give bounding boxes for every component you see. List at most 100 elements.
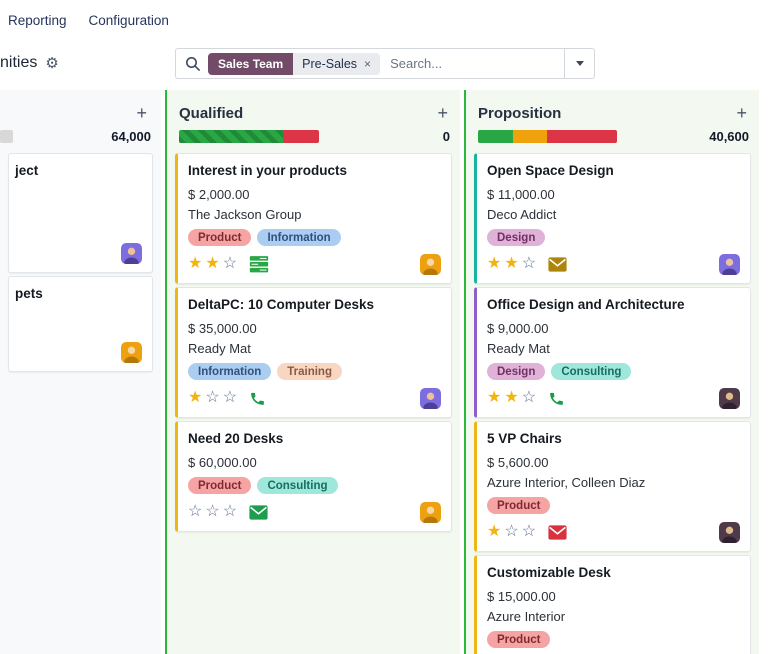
priority-star[interactable]: ☆ xyxy=(222,255,238,272)
column-progressbar[interactable] xyxy=(179,129,319,143)
search-bar: Sales Team Pre-Sales × xyxy=(175,48,595,79)
search-facet-label: Sales Team xyxy=(208,52,294,75)
card-footer xyxy=(15,242,142,264)
priority-star[interactable]: ★ xyxy=(188,389,203,406)
progress-segment-red[interactable] xyxy=(283,129,319,143)
card-list: Open Space Design $ 11,000.00 Deco Addict D… xyxy=(466,143,759,654)
card-amount: $ 2,000.00 xyxy=(188,187,250,202)
card-title: Customizable Desk xyxy=(487,565,611,580)
priority-star[interactable]: ★ xyxy=(205,255,220,272)
card-title: Office Design and Architecture xyxy=(487,297,685,312)
kanban-column-proposition: Proposition +40,600 Open Space Design $ 11,… xyxy=(464,90,759,654)
card-list: ject pets xyxy=(0,143,161,372)
kanban-card[interactable]: Interest in your products $ 2,000.00 The J… xyxy=(175,153,452,284)
kanban-card[interactable]: Open Space Design $ 11,000.00 Deco Addict D… xyxy=(474,153,751,284)
priority-star[interactable]: ★ xyxy=(487,523,502,540)
column-title: Proposition xyxy=(478,104,562,122)
priority-star[interactable]: ☆ xyxy=(504,523,519,540)
card-partner: Azure Interior, Colleen Diaz xyxy=(487,475,646,490)
search-facet[interactable]: Sales Team Pre-Sales × xyxy=(208,52,381,75)
priority-star[interactable]: ☆ xyxy=(205,503,220,520)
priority-star[interactable]: ★ xyxy=(188,255,203,272)
priority-star[interactable]: ☆ xyxy=(521,255,537,272)
column-progressbar[interactable] xyxy=(0,129,13,143)
menu-item-configuration[interactable]: Configuration xyxy=(88,12,169,28)
card-footer: ☆ ☆ ☆ xyxy=(188,501,441,523)
envelope-icon[interactable] xyxy=(548,256,567,272)
kanban-card[interactable]: Office Design and Architecture $ 9,000.00… xyxy=(474,287,751,418)
card-title: Open Space Design xyxy=(487,163,614,178)
tag-pill: Product xyxy=(188,229,252,246)
priority-star[interactable]: ☆ xyxy=(521,523,537,540)
column-add-button[interactable]: + xyxy=(736,103,747,123)
priority-star[interactable]: ☆ xyxy=(205,389,220,406)
progress-segment-green[interactable] xyxy=(179,129,283,143)
card-title: DeltaPC: 10 Computer Desks xyxy=(188,297,375,312)
card-tags: Product Information xyxy=(188,229,441,246)
gear-icon[interactable]: ⚙ xyxy=(45,55,59,72)
priority-star[interactable]: ☆ xyxy=(188,503,203,520)
kanban-column-qualified: Qualified +0 Interest in your products $ 2,… xyxy=(165,90,460,654)
card-partner: Azure Interior xyxy=(487,609,566,624)
tag-pill: Information xyxy=(257,229,341,246)
search-input[interactable] xyxy=(380,56,564,71)
column-header: Proposition + xyxy=(466,90,759,122)
money-stack-icon[interactable] xyxy=(249,255,269,273)
phone-icon[interactable] xyxy=(249,390,266,407)
card-tags: Product xyxy=(487,631,740,648)
card-partner: Ready Mat xyxy=(188,341,251,356)
control-panel: nities ⚙ Sales Team Pre-Sales × xyxy=(0,40,768,90)
kanban-card[interactable]: Customizable Desk $ 15,000.00 Azure Interi… xyxy=(474,555,751,654)
column-expected-revenue: 0 xyxy=(442,128,450,144)
card-footer: ★ ☆ ☆ xyxy=(188,387,441,409)
kanban-card[interactable]: ject xyxy=(8,153,153,273)
card-tags: Product xyxy=(487,497,740,514)
kanban-card[interactable]: Need 20 Desks $ 60,000.00 Product Consultin… xyxy=(175,421,452,532)
column-progressbar[interactable] xyxy=(478,129,617,143)
card-amount: $ 35,000.00 xyxy=(188,321,257,336)
column-title: Qualified xyxy=(179,104,244,122)
column-header: + xyxy=(0,90,161,122)
card-title: Interest in your products xyxy=(188,163,348,178)
tag-pill: Training xyxy=(277,363,342,380)
chevron-down-icon xyxy=(575,61,584,66)
priority-star[interactable]: ☆ xyxy=(222,389,238,406)
facet-remove-icon[interactable]: × xyxy=(364,56,372,71)
kanban-card[interactable]: pets xyxy=(8,276,153,372)
search-dropdown-toggle[interactable] xyxy=(564,49,594,78)
avatar xyxy=(719,253,740,275)
menu-item-reporting[interactable]: Reporting xyxy=(8,12,67,28)
envelope-icon[interactable] xyxy=(548,524,567,540)
priority-star[interactable]: ★ xyxy=(487,389,502,406)
priority-star[interactable]: ★ xyxy=(487,255,502,272)
priority-star[interactable]: ☆ xyxy=(521,389,537,406)
envelope-icon[interactable] xyxy=(249,504,268,520)
avatar xyxy=(420,501,441,523)
card-amount: $ 11,000.00 xyxy=(487,187,555,202)
priority-star[interactable]: ☆ xyxy=(222,503,238,520)
priority-stars: ★ ★ ☆ xyxy=(487,390,536,406)
tag-pill: Consulting xyxy=(257,477,338,494)
progress-segment-red[interactable] xyxy=(547,129,617,143)
column-add-button[interactable]: + xyxy=(136,103,147,123)
card-tags: Design xyxy=(487,229,740,246)
column-header: Qualified + xyxy=(167,90,460,122)
breadcrumb: nities ⚙ xyxy=(0,54,59,72)
avatar xyxy=(420,253,441,275)
progress-segment-green[interactable] xyxy=(478,129,513,143)
priority-star[interactable]: ★ xyxy=(504,255,519,272)
progress-segment-orange[interactable] xyxy=(513,129,547,143)
card-partner: Deco Addict xyxy=(487,207,557,222)
avatar xyxy=(121,242,142,264)
progress-segment-gray[interactable] xyxy=(0,129,13,143)
tag-pill: Design xyxy=(487,363,546,380)
phone-icon[interactable] xyxy=(548,390,565,407)
card-footer: ★ ★ ☆ xyxy=(487,387,740,409)
priority-star[interactable]: ★ xyxy=(504,389,519,406)
column-progress-row: 64,000 xyxy=(0,129,161,144)
column-add-button[interactable]: + xyxy=(437,103,448,123)
kanban-card[interactable]: 5 VP Chairs $ 5,600.00 Azure Interior, Col… xyxy=(474,421,751,552)
card-partner: Ready Mat xyxy=(487,341,550,356)
kanban-card[interactable]: DeltaPC: 10 Computer Desks $ 35,000.00 Rea… xyxy=(175,287,452,418)
tag-pill: Product xyxy=(487,497,551,514)
